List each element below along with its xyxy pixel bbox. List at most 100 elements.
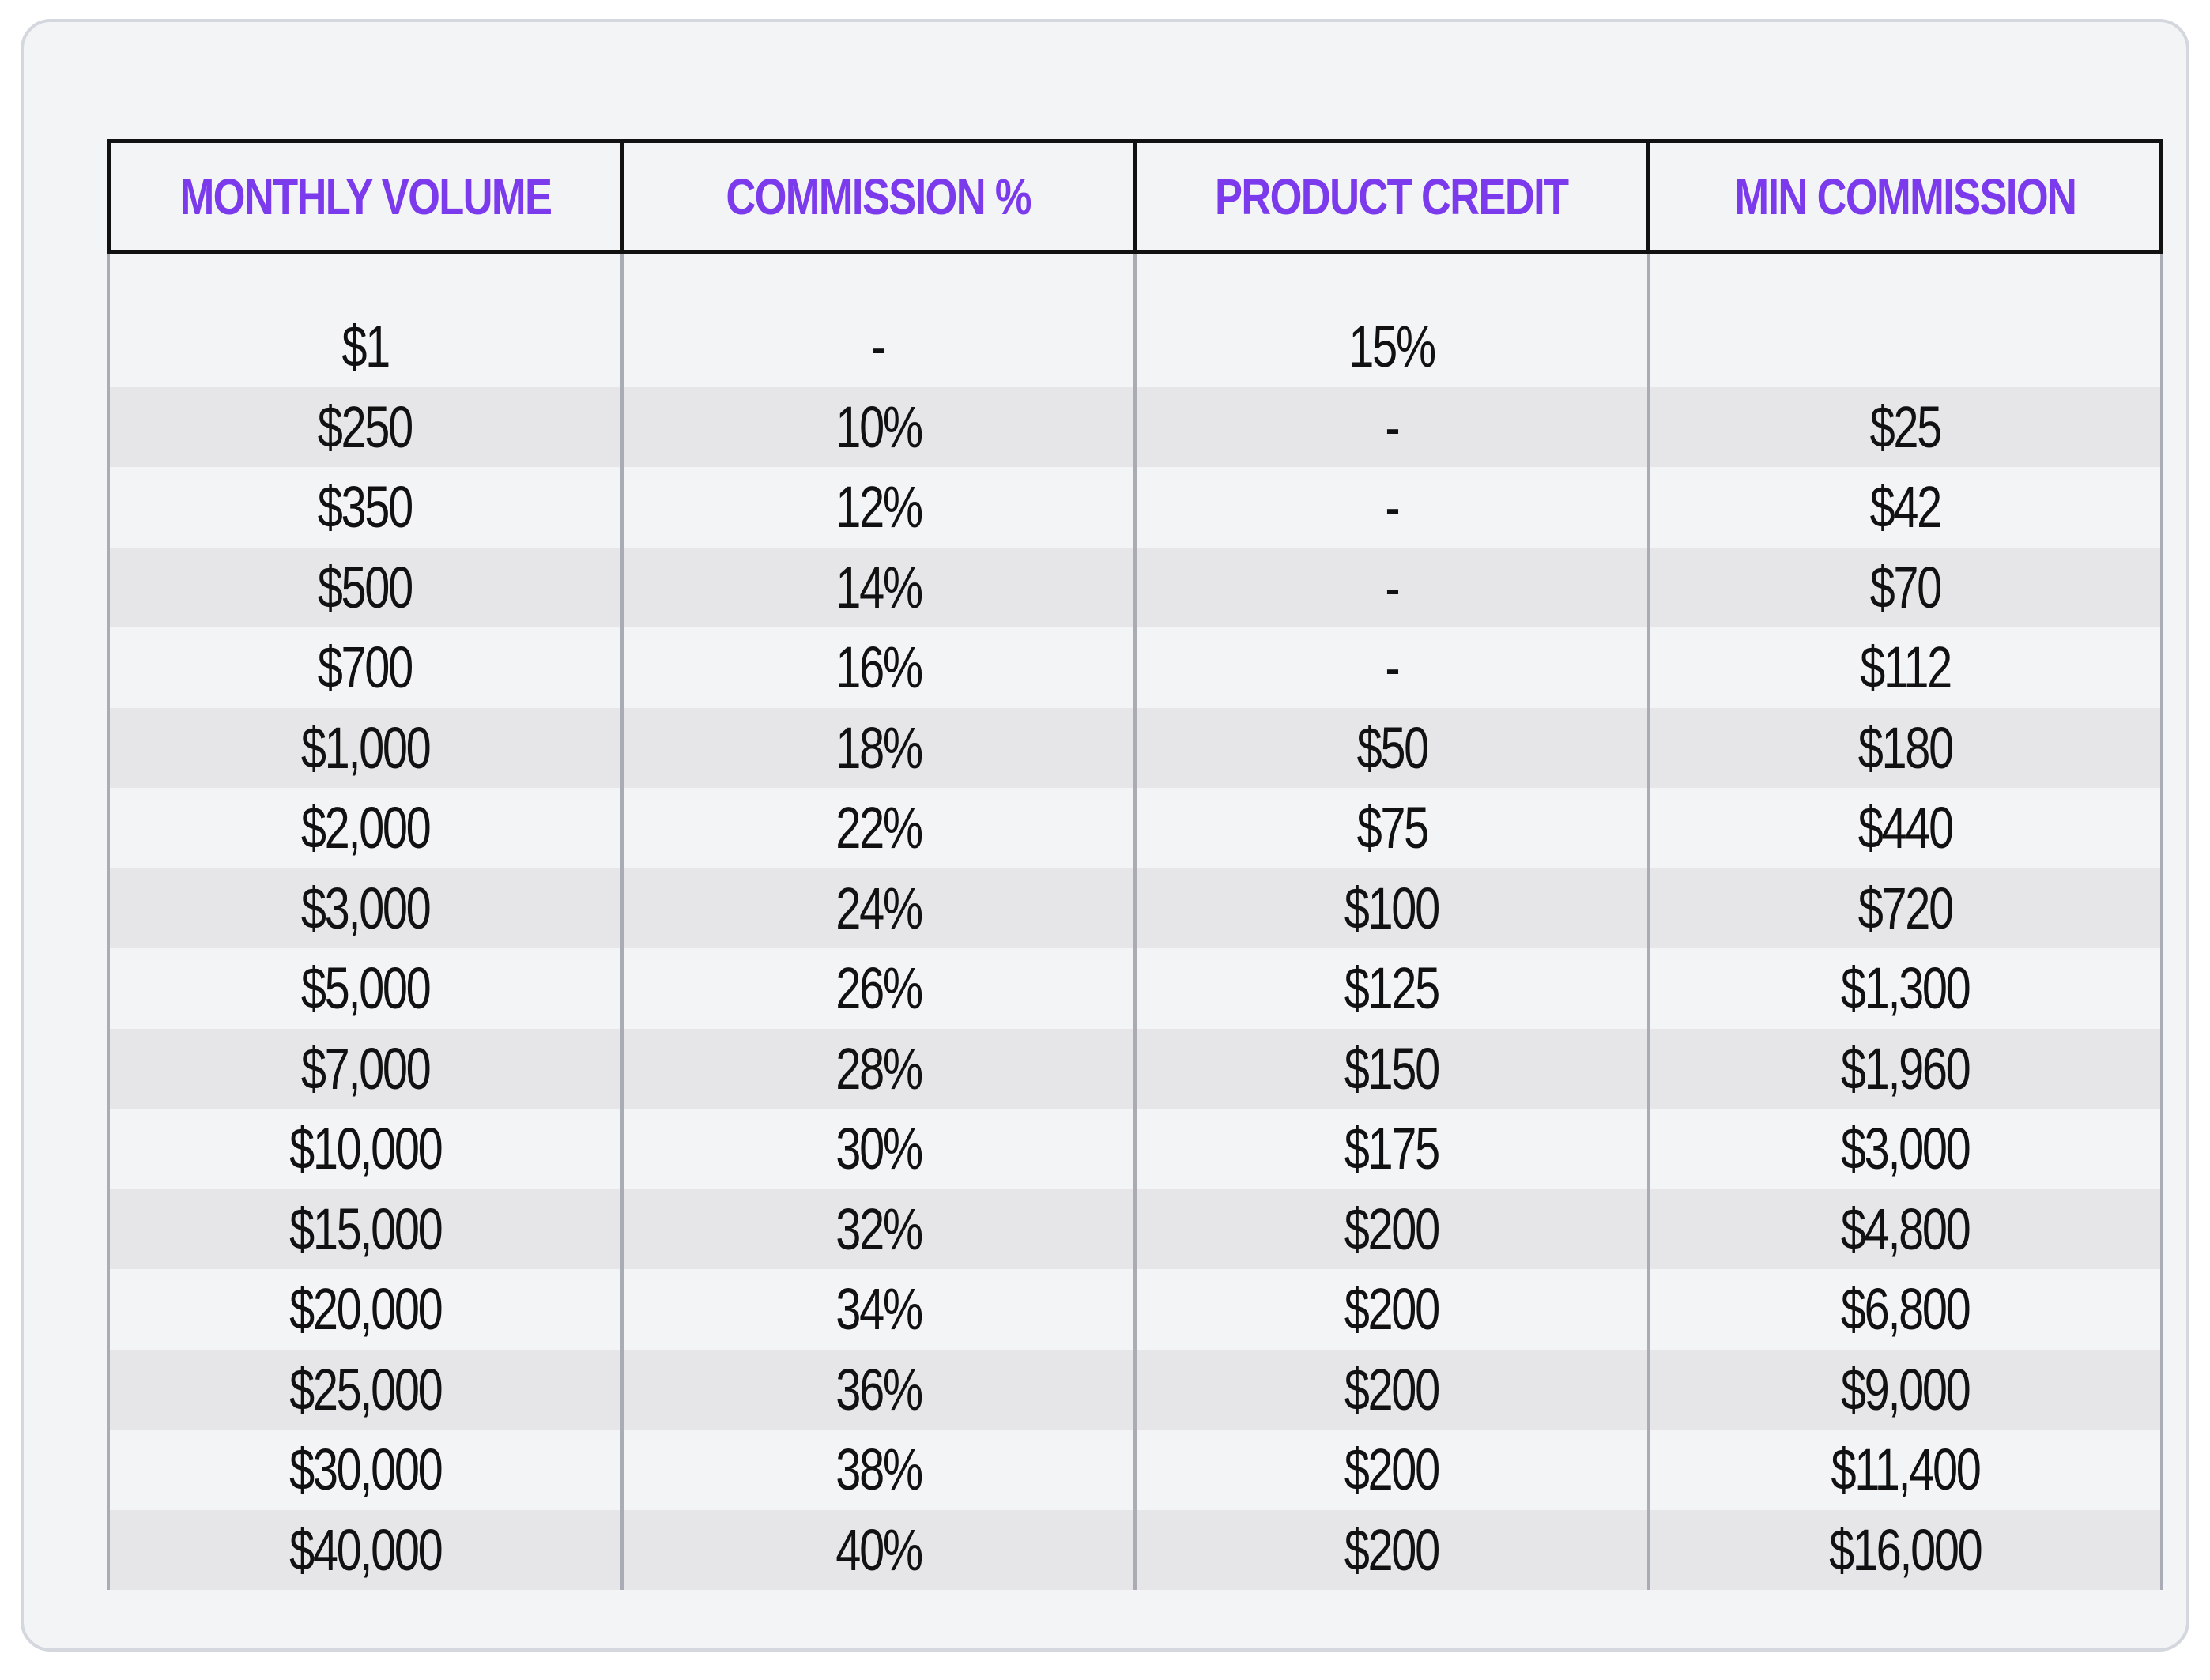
product-credit-cell: $200	[1137, 1349, 1650, 1430]
commission-percent-cell: 38%	[624, 1430, 1137, 1510]
cell-value: $70	[1869, 554, 1943, 620]
table-row: $3,000 24% $100 $720	[110, 868, 2161, 949]
min-commission-cell: $720	[1650, 868, 2161, 949]
table-row: $5,000 26% $125 $1,300	[110, 948, 2160, 1029]
commission-percent-cell: 34%	[624, 1269, 1137, 1350]
min-commission-cell: $180	[1650, 708, 2161, 789]
monthly-volume-cell: $350	[110, 467, 624, 548]
cell-value: $3,000	[300, 875, 431, 941]
table-row: $30,000 38% $200 $11,400	[110, 1430, 2160, 1510]
table-row: $20,000 34% $200 $6,800	[110, 1269, 2160, 1350]
cell-value: $3,000	[1840, 1116, 1971, 1182]
cell-value: $6,800	[1840, 1276, 1971, 1343]
table-row: $1,000 18% $50 $180	[110, 707, 2161, 789]
cell-value: $11,400	[1831, 1437, 1981, 1503]
cell-value: 26%	[835, 955, 923, 1022]
product-credit-cell: $175	[1137, 1109, 1650, 1189]
product-credit-cell: $200	[1137, 1430, 1650, 1510]
gap-col	[624, 254, 1137, 307]
cell-value: $440	[1857, 795, 1954, 861]
monthly-volume-cell: $30,000	[110, 1430, 624, 1510]
cell-value: $500	[318, 554, 413, 620]
header-cell-monthly-volume: MONTHLY VOLUME	[111, 143, 624, 250]
cell-value: $9,000	[1840, 1356, 1971, 1422]
header-cell-min-commission: MIN COMMISSION	[1650, 143, 2159, 250]
commission-percent-cell: 28%	[624, 1028, 1137, 1109]
product-credit-cell: $100	[1137, 868, 1650, 948]
cell-value: $15,000	[289, 1196, 443, 1262]
cell-value: $150	[1344, 1035, 1440, 1102]
cell-value: $75	[1356, 795, 1429, 861]
cell-value: $2,000	[300, 795, 431, 861]
monthly-volume-cell: $40,000	[110, 1509, 624, 1590]
table-row: $500 14% - $70	[110, 547, 2160, 627]
monthly-volume-cell: $10,000	[110, 1109, 624, 1189]
min-commission-cell: $4,800	[1650, 1189, 2161, 1270]
table-row: $25,000 36% $200 $9,000	[110, 1349, 2161, 1430]
monthly-volume-cell: $700	[110, 627, 624, 708]
header-label: MIN COMMISSION	[1733, 168, 2076, 225]
cell-value: $30,000	[289, 1437, 443, 1503]
table-row: $40,000 40% $200 $16,000	[110, 1509, 2161, 1591]
cell-value: $180	[1857, 714, 1954, 781]
cell-value: $1	[341, 314, 390, 380]
cell-value: $42	[1869, 474, 1943, 541]
commission-percent-cell: 32%	[624, 1188, 1137, 1269]
cell-value: -	[1385, 474, 1400, 541]
monthly-volume-cell: $3,000	[110, 868, 624, 948]
cell-value: $125	[1344, 955, 1440, 1022]
cell-value: 36%	[835, 1356, 923, 1422]
min-commission-cell: $112	[1650, 627, 2161, 708]
product-credit-cell: -	[1137, 627, 1650, 708]
min-commission-cell: $11,400	[1650, 1430, 2161, 1510]
gap-col	[1650, 254, 2161, 307]
commission-percent-cell: -	[624, 307, 1137, 387]
cell-value: $112	[1859, 635, 1952, 701]
monthly-volume-cell: $250	[110, 386, 624, 467]
min-commission-cell: $440	[1650, 788, 2161, 868]
table-body: $1-15% $250 10% - $25 $350 12% - $42 $500 14% - $70 $…	[107, 254, 2163, 1590]
cell-value: $16,000	[1829, 1516, 1983, 1583]
table-top-gap	[110, 254, 2160, 307]
commission-percent-cell: 40%	[624, 1509, 1137, 1590]
cell-value: 16%	[835, 635, 923, 701]
cell-value: 12%	[835, 474, 923, 541]
min-commission-cell: $16,000	[1650, 1510, 2161, 1591]
table-row: $7,000 28% $150 $1,960	[110, 1028, 2161, 1109]
monthly-volume-cell: $2,000	[110, 788, 624, 868]
cell-value: $200	[1344, 1516, 1440, 1583]
cell-value: 30%	[835, 1116, 923, 1182]
cell-value: 10%	[835, 394, 923, 460]
table-row: $700 16% - $112	[110, 627, 2160, 708]
min-commission-cell	[1650, 307, 2161, 387]
gap-col	[1137, 254, 1650, 307]
product-credit-cell: $125	[1137, 948, 1650, 1029]
commission-percent-cell: 22%	[624, 788, 1137, 868]
cell-value: 32%	[835, 1196, 923, 1262]
monthly-volume-cell: $1,000	[110, 707, 624, 788]
commission-percent-cell: 14%	[624, 547, 1137, 627]
min-commission-cell: $25	[1650, 387, 2161, 468]
cell-value: 40%	[835, 1516, 923, 1583]
product-credit-cell: $50	[1137, 707, 1650, 788]
product-credit-cell: $200	[1137, 1509, 1650, 1590]
min-commission-cell: $1,960	[1650, 1029, 2161, 1109]
min-commission-cell: $3,000	[1650, 1109, 2161, 1189]
cell-value: $200	[1344, 1356, 1440, 1422]
cell-value: $1,000	[300, 714, 431, 781]
monthly-volume-cell: $1	[110, 307, 624, 387]
cell-value: $250	[318, 394, 413, 460]
header-cell-product-credit: PRODUCT CREDIT	[1137, 143, 1650, 250]
table-row: $250 10% - $25	[110, 386, 2161, 468]
min-commission-cell: $9,000	[1650, 1350, 2161, 1430]
commission-percent-cell: 10%	[624, 386, 1137, 467]
table-row: $350 12% - $42	[110, 467, 2160, 548]
cell-value: 18%	[835, 714, 923, 781]
commission-card: MONTHLY VOLUME COMMISSION % PRODUCT CRED…	[21, 19, 2189, 1652]
monthly-volume-cell: $7,000	[110, 1028, 624, 1109]
commission-percent-cell: 30%	[624, 1109, 1137, 1189]
cell-value: 38%	[835, 1437, 923, 1503]
monthly-volume-cell: $15,000	[110, 1188, 624, 1269]
commission-percent-cell: 24%	[624, 868, 1137, 948]
cell-value: $200	[1344, 1276, 1440, 1343]
